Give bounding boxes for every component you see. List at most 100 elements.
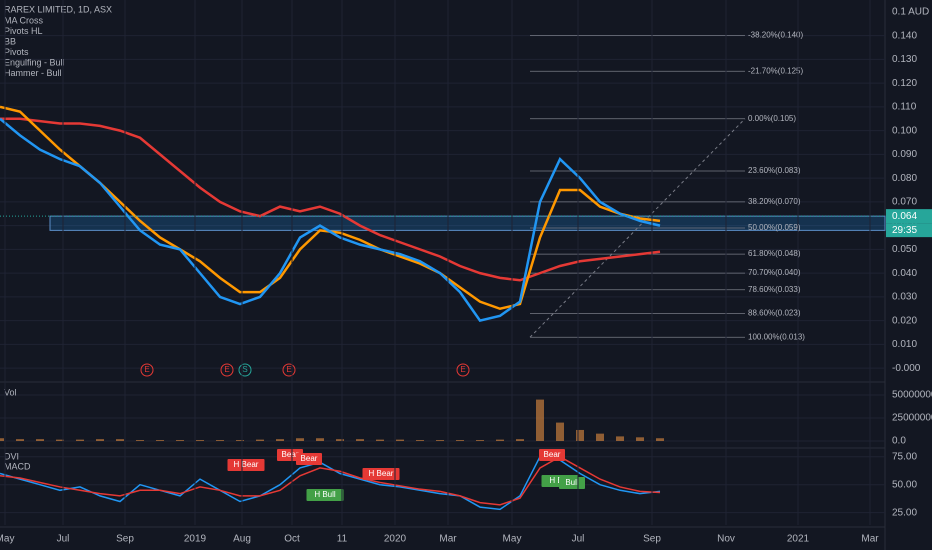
volume-bar — [276, 439, 284, 441]
fib-label: 23.60%(0.083) — [748, 166, 801, 175]
axis-unit: 0.1 AUD — [892, 7, 929, 18]
countdown-box — [886, 223, 932, 238]
event-label: E — [286, 365, 291, 374]
y-tick-label: 0.110 — [892, 102, 917, 113]
fib-label: 61.80%(0.048) — [748, 249, 801, 258]
fib-label: 38.20%(0.070) — [748, 197, 801, 206]
fib-label: 88.60%(0.023) — [748, 309, 801, 318]
fib-label: -21.70%(0.125) — [748, 66, 803, 75]
x-tick-label: 2021 — [787, 534, 810, 545]
volume-bar — [336, 439, 344, 441]
volume-bar — [16, 439, 24, 441]
y-tick-label: 0.120 — [892, 78, 917, 89]
volume-bar — [576, 429, 584, 441]
y-tick-label: 0.140 — [892, 30, 917, 41]
y-tick-label: 0.0 — [892, 436, 906, 447]
event-marker — [456, 363, 470, 377]
y-tick-label: -0.000 — [892, 363, 921, 374]
fib-label: 100.00%(0.013) — [748, 332, 805, 341]
signal-box — [539, 449, 565, 461]
legend-entry: Pivots HL — [4, 26, 43, 36]
volume-bar — [76, 439, 84, 441]
x-tick-label: Jul — [57, 534, 70, 545]
signal-label: H Bear — [369, 469, 394, 478]
y-tick-label: 50.00 — [892, 479, 917, 490]
legend-entry: MACD — [4, 461, 31, 471]
series-line — [0, 117, 661, 323]
signal-box — [296, 453, 322, 465]
legend-entry: Pivots — [4, 47, 29, 57]
event-label: S — [242, 365, 247, 374]
volume-bar — [296, 438, 304, 441]
x-tick-label: Sep — [116, 534, 134, 545]
legend-entry: BB — [4, 36, 16, 46]
volume-bar — [196, 440, 204, 441]
chart-title: RAREX LIMITED, 1D, ASX — [4, 4, 112, 14]
volume-bar — [0, 438, 4, 441]
volume-bar — [256, 439, 264, 441]
signal-box — [227, 459, 265, 471]
series-line — [0, 455, 661, 506]
y-tick-label: 0.090 — [892, 149, 917, 160]
y-tick-label: 0.070 — [892, 197, 917, 208]
y-tick-label: 0.100 — [892, 125, 917, 136]
signal-label: Bear — [282, 450, 299, 459]
legend-entry: Hammer - Bull — [4, 68, 62, 78]
y-tick-label: 0.080 — [892, 173, 917, 184]
signal-box — [362, 468, 400, 480]
y-tick-label: 0.010 — [892, 339, 917, 350]
y-tick-label: 0.050 — [892, 244, 917, 255]
volume-bar — [516, 439, 524, 441]
volume-bar — [216, 440, 224, 441]
series-line — [0, 117, 661, 282]
support-zone — [49, 215, 886, 231]
volume-bar — [476, 440, 484, 441]
volume-bar — [236, 440, 244, 441]
x-tick-label: 2020 — [384, 534, 407, 545]
signal-label: H Bear — [234, 460, 259, 469]
volume-bar — [136, 440, 144, 441]
fib-label: 70.70%(0.040) — [748, 268, 801, 277]
y-tick-label: 0.020 — [892, 315, 917, 326]
fib-label: -38.20%(0.140) — [748, 31, 803, 40]
volume-bar — [436, 440, 444, 441]
y-tick-label: 75.00 — [892, 451, 917, 462]
y-tick-label: 0.130 — [892, 54, 917, 65]
event-label: E — [224, 365, 229, 374]
signal-box — [306, 489, 344, 501]
y-tick-label: 0.030 — [892, 292, 917, 303]
volume-bar — [656, 438, 664, 441]
volume-bar — [616, 436, 624, 441]
panel-title: Vol — [4, 387, 17, 397]
last-price-box — [886, 209, 932, 224]
volume-bar — [96, 439, 104, 441]
x-tick-label: 2019 — [184, 534, 207, 545]
event-marker — [238, 363, 252, 377]
x-tick-label: Mar — [439, 534, 457, 545]
fib-label: 0.00%(0.105) — [748, 114, 796, 123]
signal-label: Bear — [301, 454, 318, 463]
x-tick-label: 11 — [337, 534, 348, 545]
event-marker — [282, 363, 296, 377]
x-tick-label: Nov — [717, 534, 735, 545]
volume-bar — [156, 440, 164, 441]
x-tick-label: May — [0, 534, 14, 545]
volume-bar — [416, 440, 424, 441]
x-tick-label: May — [503, 534, 522, 545]
event-marker — [220, 363, 234, 377]
legend-entry: MA Cross — [4, 15, 44, 25]
event-label: E — [144, 365, 149, 374]
volume-bar — [596, 433, 604, 441]
x-tick-label: Jul — [572, 534, 585, 545]
x-tick-label: Mar — [861, 534, 879, 545]
volume-bar — [376, 439, 384, 441]
countdown: 29:35 — [892, 225, 917, 236]
volume-bar — [396, 439, 404, 441]
signal-label: H Bull — [314, 490, 336, 499]
volume-bar — [536, 399, 544, 441]
x-tick-label: Sep — [643, 534, 661, 545]
event-marker — [140, 363, 154, 377]
x-tick-label: Aug — [233, 534, 251, 545]
